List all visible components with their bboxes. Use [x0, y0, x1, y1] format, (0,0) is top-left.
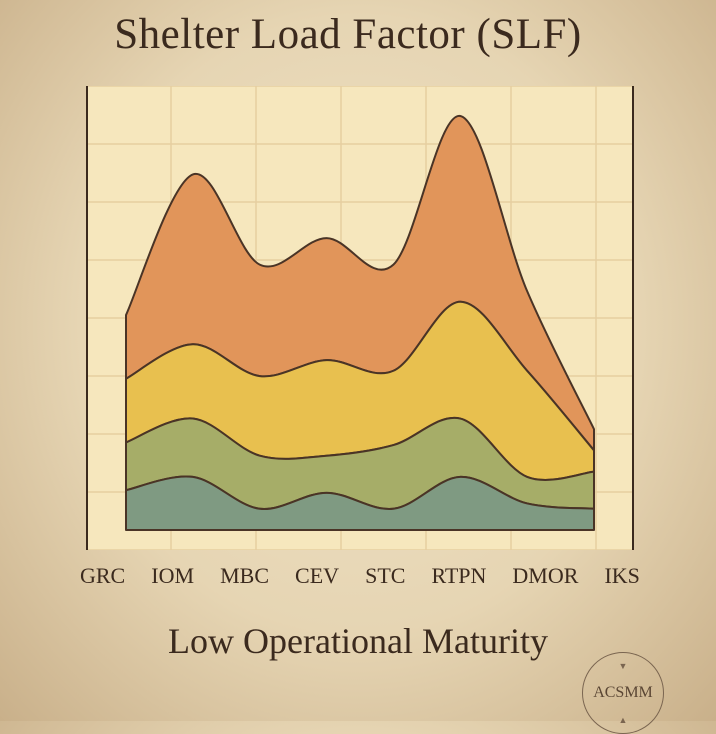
x-tick-label: RTPN: [431, 563, 487, 588]
seal-mark-bot: ▲: [618, 715, 628, 725]
area-layers: [125, 115, 595, 531]
x-tick-label: DMOR: [512, 563, 579, 588]
seal-mark-top: ▼: [618, 661, 628, 671]
x-tick-label: MBC: [220, 563, 270, 588]
seal-text: ACSMM: [593, 684, 653, 701]
x-tick-labels: GRC IOM MBC CEV STC RTPN DMOR IKS: [80, 563, 640, 589]
x-tick-label: IOM: [151, 563, 195, 588]
plot-area: [86, 86, 634, 550]
x-tick-label: IKS: [604, 563, 640, 588]
x-tick-label: STC: [365, 563, 406, 588]
acsmm-seal: ▼ ACSMM ▲: [582, 652, 664, 734]
x-tick-label: CEV: [295, 563, 340, 588]
x-tick-label: GRC: [80, 563, 126, 588]
chart-title: Shelter Load Factor (SLF): [114, 11, 582, 58]
chart-subtitle: Low Operational Maturity: [168, 621, 548, 661]
stacked-area-chart: [86, 86, 634, 550]
area-series-1: [125, 475, 595, 531]
